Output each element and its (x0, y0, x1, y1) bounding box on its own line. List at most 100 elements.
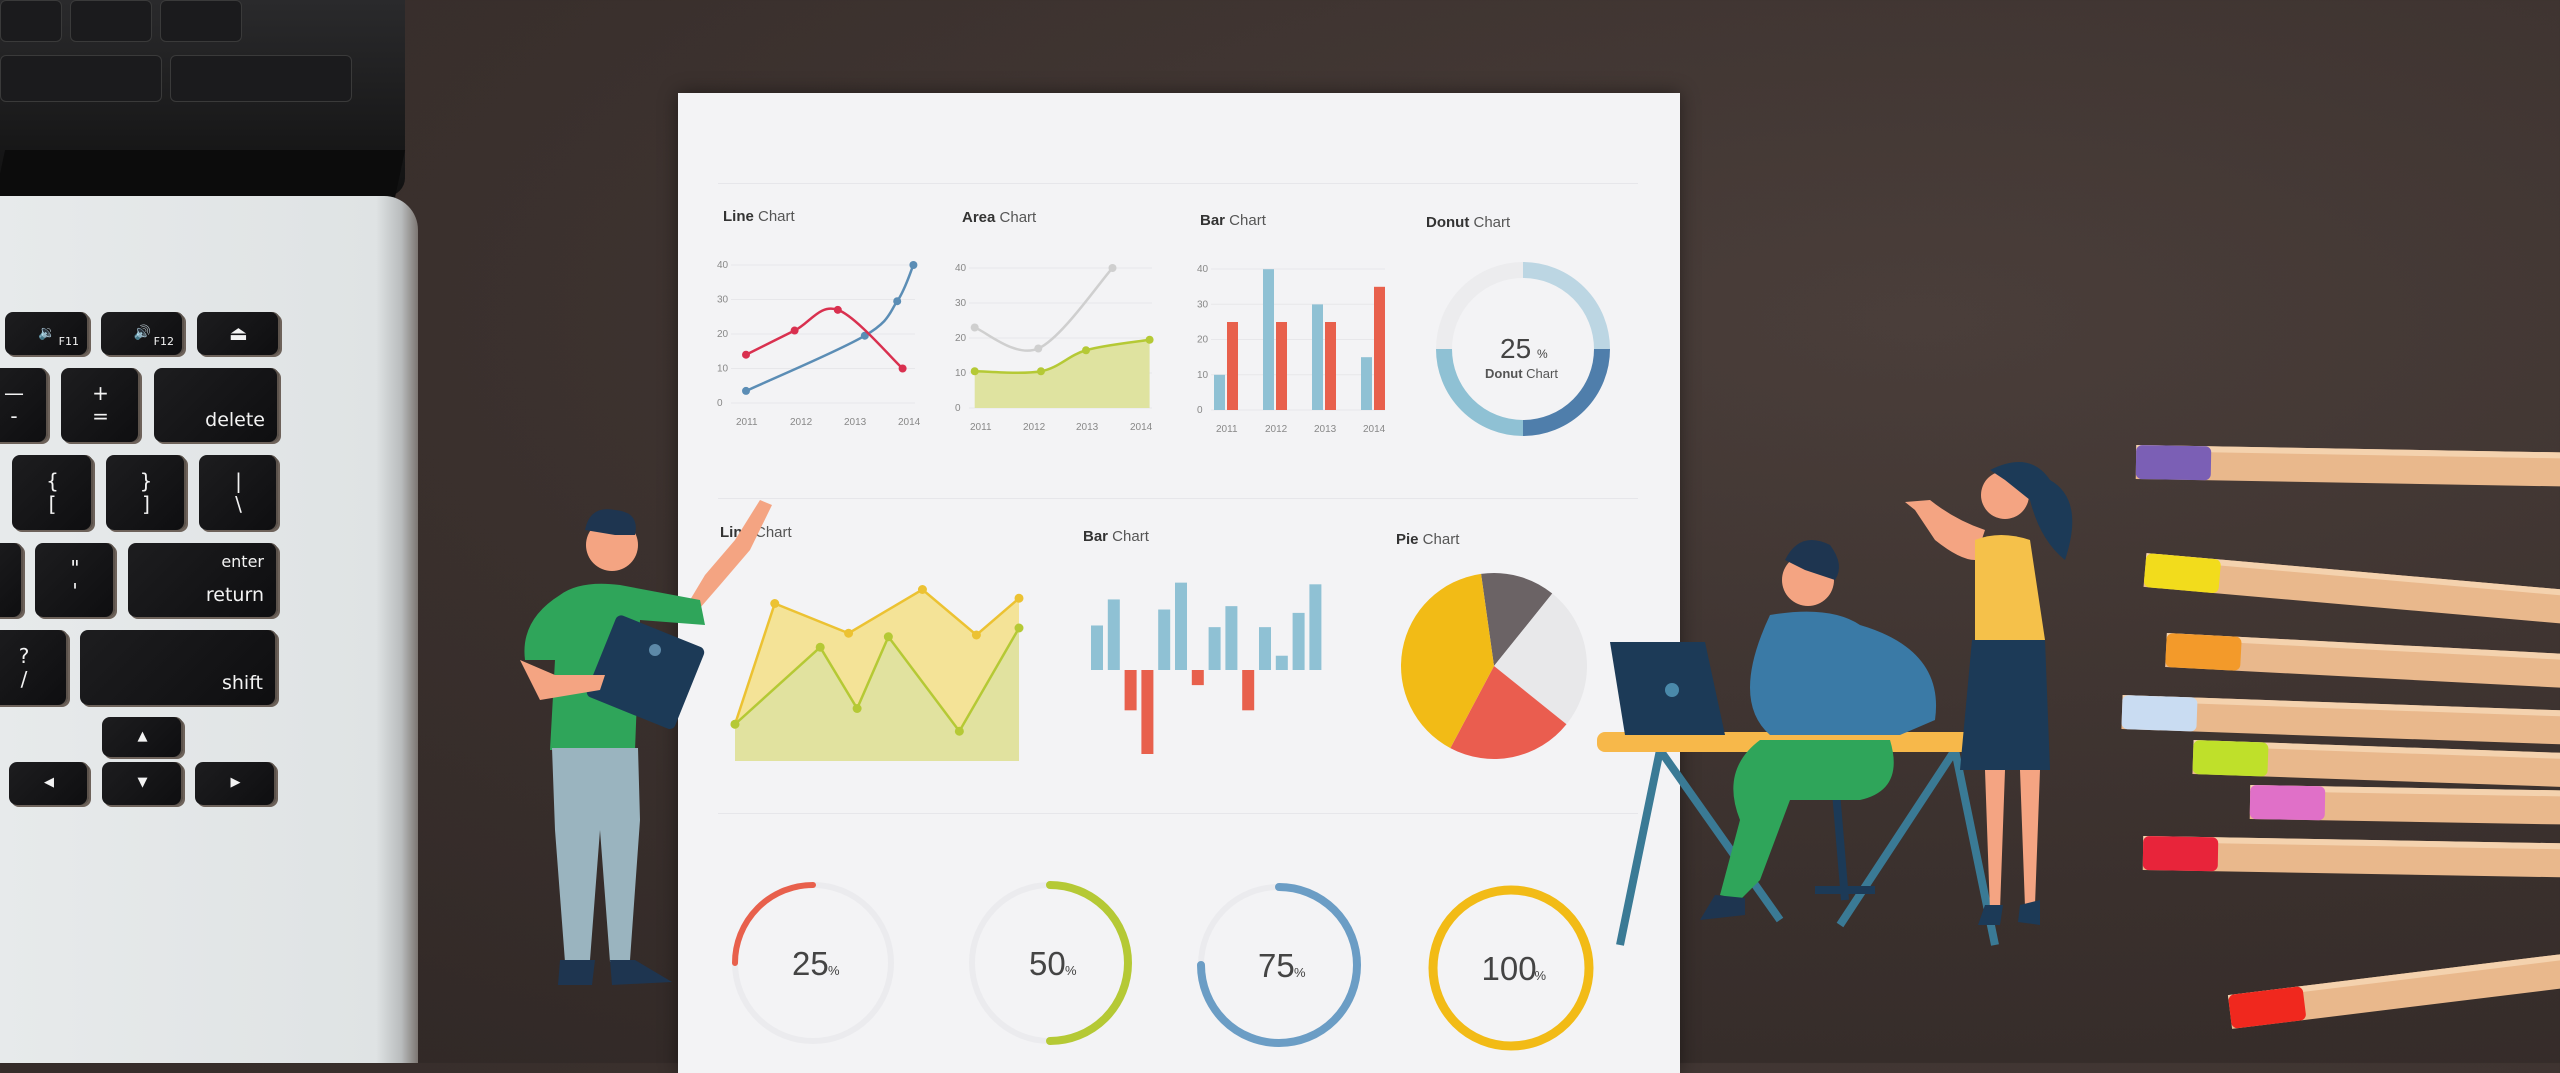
line-series (745, 307, 904, 370)
data-point (770, 599, 780, 608)
key-label: — (4, 381, 24, 405)
chart-title-bar: Bar Chart (1200, 212, 1266, 229)
pie-slice (1494, 593, 1587, 725)
divider (718, 498, 1638, 499)
pencil-cap (2228, 986, 2306, 1029)
data-point (833, 305, 842, 314)
key-semicolon[interactable] (0, 543, 23, 617)
key-arrow-up[interactable]: ▲ (102, 717, 183, 757)
pencil-highlight (2122, 695, 2560, 728)
laptop-lid (0, 0, 405, 196)
standing-man-illustration (520, 500, 772, 985)
data-point (852, 704, 862, 713)
key-label: - (10, 404, 18, 428)
divider (718, 813, 1638, 814)
pencil (2227, 902, 2560, 1029)
chart-title-bar-2: Bar Chart (1083, 528, 1149, 545)
data-point (1082, 346, 1090, 355)
x-tick-label: 2011 (970, 422, 992, 433)
donut-segment (1522, 262, 1610, 350)
x-tick-label: 2013 (844, 417, 867, 428)
key-backslash[interactable]: | \ (199, 455, 278, 530)
x-tick-label: 2012 (790, 417, 813, 428)
pencil-highlight (2145, 553, 2560, 626)
y-tick-label: 40 (717, 260, 729, 271)
bar (1091, 625, 1103, 670)
key-label: ] (142, 491, 150, 516)
x-tick-label: 2013 (1314, 424, 1337, 435)
key-label: \ (235, 491, 242, 516)
key-shift[interactable]: shift (80, 630, 277, 705)
area-series-line (734, 627, 1021, 734)
data-point (917, 585, 927, 594)
key-label: ? (18, 643, 30, 668)
pencil-cap (2144, 553, 2221, 593)
key-left-bracket[interactable]: {[ (12, 455, 93, 530)
arrow-up-icon: ▲ (137, 728, 148, 744)
pencil (2165, 633, 2560, 707)
pie-slice (1401, 573, 1494, 749)
key-label: return (205, 584, 264, 607)
key-arrow-left[interactable]: ◀ (9, 762, 89, 805)
pencil-body (2249, 785, 2560, 833)
key-arrow-right[interactable]: ▶ (195, 762, 276, 805)
key-right-bracket[interactable]: }] (106, 455, 186, 530)
bar (1214, 374, 1225, 410)
y-tick-label: 10 (717, 364, 729, 375)
pencils (2121, 445, 2560, 1029)
bar (1275, 655, 1288, 670)
data-point (1108, 264, 1117, 272)
key-slash[interactable]: ? / (0, 630, 68, 705)
bar (1309, 584, 1322, 670)
pencil-cap (2249, 785, 2326, 821)
bar (1175, 582, 1187, 670)
gauge-arc (1046, 881, 1132, 1045)
key-return[interactable]: enter return (128, 543, 278, 617)
sitting-man-illustration (1700, 540, 1937, 920)
data-point (909, 261, 918, 269)
key-eject[interactable]: ⏏ (197, 312, 280, 355)
pencil-highlight (2166, 633, 2560, 679)
pencil-body (2192, 740, 2560, 801)
bar (1292, 612, 1305, 670)
y-tick-label: 0 (955, 403, 961, 414)
key-label: F11 (58, 335, 79, 349)
key-label: F12 (153, 335, 174, 349)
x-tick-label: 2012 (1023, 422, 1046, 433)
x-tick-label: 2014 (898, 417, 921, 428)
pencil-cap (2142, 836, 2219, 872)
gauge-value: 25 (792, 945, 829, 982)
x-tick-label: 2011 (736, 417, 758, 428)
bar (1124, 670, 1137, 711)
y-tick-label: 10 (1197, 370, 1209, 381)
eject-icon: ⏏ (229, 321, 248, 345)
key-delete[interactable]: delete (154, 368, 279, 442)
pencil-highlight (2136, 445, 2560, 465)
arrow-left-icon: ◀ (44, 775, 54, 791)
key-minus[interactable]: — - (0, 368, 48, 442)
key-label: / (20, 666, 28, 691)
data-point (730, 719, 740, 729)
key-quote[interactable]: " ' (35, 543, 115, 617)
key-arrow-down[interactable]: ▼ (102, 762, 183, 805)
bar (1276, 322, 1287, 410)
key-f11[interactable]: 🔉 F11 (5, 312, 89, 355)
x-tick-label: 2014 (1130, 422, 1153, 433)
gauge-arc (1428, 885, 1594, 1051)
bar (1191, 670, 1204, 686)
pencil-highlight (2193, 740, 2560, 773)
y-tick-label: 0 (717, 398, 723, 409)
y-tick-label: 30 (955, 298, 967, 309)
key-label: delete (205, 409, 265, 432)
y-tick-label: 10 (955, 368, 967, 379)
arrow-down-icon: ▼ (137, 775, 148, 791)
y-tick-label: 20 (717, 329, 729, 340)
key-equals[interactable]: + = (61, 368, 140, 442)
y-tick-label: 40 (955, 263, 967, 274)
pencil-cap (2192, 740, 2269, 777)
pencil-cap (2121, 695, 2198, 732)
key-f12[interactable]: 🔊 F12 (101, 312, 184, 355)
pencil-highlight (2250, 785, 2560, 805)
data-point (898, 364, 907, 373)
